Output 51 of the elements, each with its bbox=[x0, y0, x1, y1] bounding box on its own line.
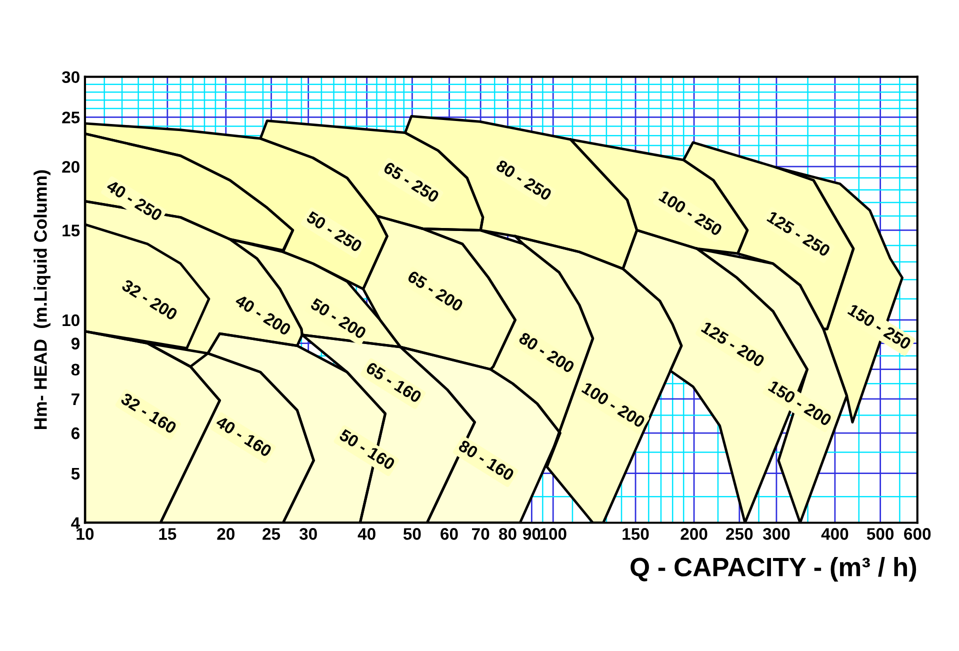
x-tick-label: 90 bbox=[522, 528, 540, 540]
series-label: 40 - 160 bbox=[215, 415, 272, 458]
y-tick-label: 10 bbox=[62, 314, 80, 326]
y-tick-label: 15 bbox=[62, 224, 80, 236]
series-label: 100 - 250 bbox=[658, 190, 723, 236]
series-label: 100 - 200 bbox=[581, 382, 646, 428]
x-axis-title: Q - CAPACITY - (m³ / h) bbox=[630, 557, 916, 582]
x-tick-label: 500 bbox=[866, 528, 894, 540]
series-label: 80 - 200 bbox=[518, 332, 576, 374]
x-tick-label: 80 bbox=[498, 528, 516, 540]
series-label: 150 - 200 bbox=[768, 380, 832, 426]
series-label: 125 - 250 bbox=[766, 210, 831, 258]
series-label: 65 - 200 bbox=[406, 270, 464, 312]
x-tick-label: 100 bbox=[540, 528, 566, 540]
x-tick-label: 15 bbox=[159, 528, 176, 540]
series-label: 80 - 160 bbox=[458, 439, 515, 482]
x-tick-label: 60 bbox=[440, 528, 458, 540]
x-tick-label: 300 bbox=[762, 528, 790, 540]
x-tick-label: 400 bbox=[821, 528, 848, 540]
series-label: 32 - 200 bbox=[120, 278, 178, 321]
x-tick-label: 25 bbox=[262, 528, 280, 540]
y-tick-label: 20 bbox=[62, 160, 80, 173]
y-tick-label: 30 bbox=[62, 71, 80, 84]
y-tick-label: 7 bbox=[72, 393, 80, 405]
series-label: 32 - 160 bbox=[120, 392, 178, 434]
y-tick-label: 9 bbox=[71, 338, 80, 350]
x-tick-label: 70 bbox=[472, 528, 490, 540]
y-axis-title: Hm- HEAD (m.Liquid Column) bbox=[34, 170, 50, 429]
y-tick-label: 25 bbox=[62, 112, 80, 124]
series-label: 50 - 160 bbox=[338, 428, 396, 470]
x-tick-label: 150 bbox=[622, 528, 649, 540]
x-tick-label: 40 bbox=[358, 528, 376, 540]
series-label: 65 - 250 bbox=[382, 161, 440, 203]
series-label: 40 - 200 bbox=[234, 294, 292, 336]
y-tick-label: 4 bbox=[71, 517, 80, 529]
series-label: 65 - 160 bbox=[365, 362, 422, 404]
series-label: 150 - 250 bbox=[847, 304, 912, 350]
series-label: 50 - 250 bbox=[306, 210, 363, 252]
x-tick-label: 250 bbox=[726, 528, 753, 540]
y-tick-label: 8 bbox=[71, 364, 80, 376]
x-tick-label: 200 bbox=[680, 528, 708, 540]
series-label: 80 - 250 bbox=[495, 159, 552, 202]
x-tick-label: 600 bbox=[904, 528, 931, 540]
series-label: 50 - 200 bbox=[310, 298, 367, 340]
y-tick-label: 6 bbox=[71, 427, 80, 440]
y-tick-label: 5 bbox=[71, 468, 80, 480]
x-tick-label: 20 bbox=[217, 528, 234, 540]
x-tick-label: 50 bbox=[403, 528, 421, 540]
series-label: 40 - 250 bbox=[106, 179, 164, 222]
series-label: 125 - 200 bbox=[700, 321, 766, 368]
x-tick-label: 30 bbox=[299, 528, 317, 540]
